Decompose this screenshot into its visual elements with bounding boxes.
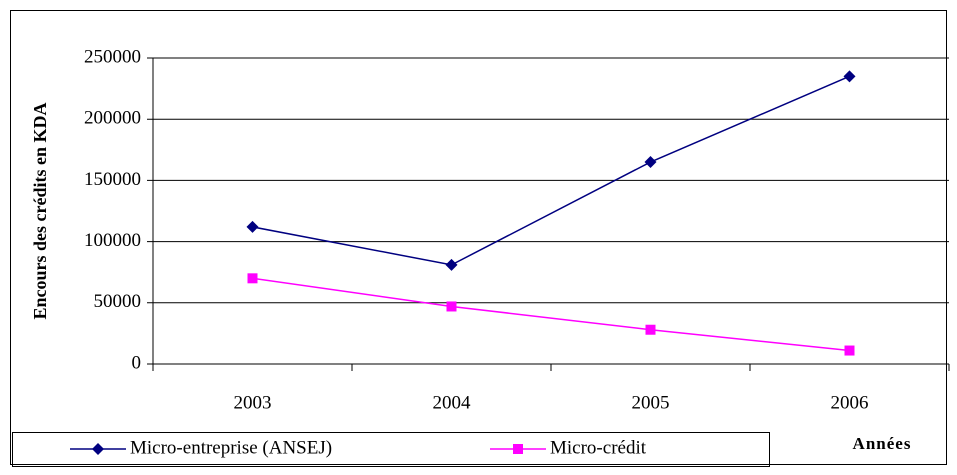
x-tick-label: 2003 xyxy=(234,392,272,413)
y-tick-label: 250000 xyxy=(84,46,141,67)
legend-box xyxy=(12,432,770,467)
legend-label: Micro-entreprise (ANSEJ) xyxy=(130,437,332,458)
marker xyxy=(445,258,458,271)
x-tick-label: 2006 xyxy=(831,392,869,413)
marker xyxy=(446,301,457,312)
series-line xyxy=(252,75,850,266)
chart-border xyxy=(10,10,947,465)
marker xyxy=(246,220,259,233)
x-tick-label: 2005 xyxy=(632,392,670,413)
series-line xyxy=(252,277,850,352)
marker xyxy=(92,443,104,455)
marker xyxy=(645,324,656,335)
y-tick-label: 0 xyxy=(132,352,142,373)
legend-label: Micro-crédit xyxy=(550,437,647,458)
marker xyxy=(843,70,856,83)
marker xyxy=(844,345,855,356)
y-tick-label: 200000 xyxy=(84,108,141,129)
marker xyxy=(513,444,523,454)
marker xyxy=(247,273,258,284)
x-tick-label: 2004 xyxy=(433,392,472,413)
y-tick-label: 50000 xyxy=(94,291,142,312)
marker xyxy=(644,156,657,169)
y-tick-label: 150000 xyxy=(84,169,141,190)
x-axis-label: Années xyxy=(853,434,912,453)
y-tick-label: 100000 xyxy=(84,230,141,251)
y-axis-label: Encours des crédits en KDA xyxy=(30,103,50,320)
